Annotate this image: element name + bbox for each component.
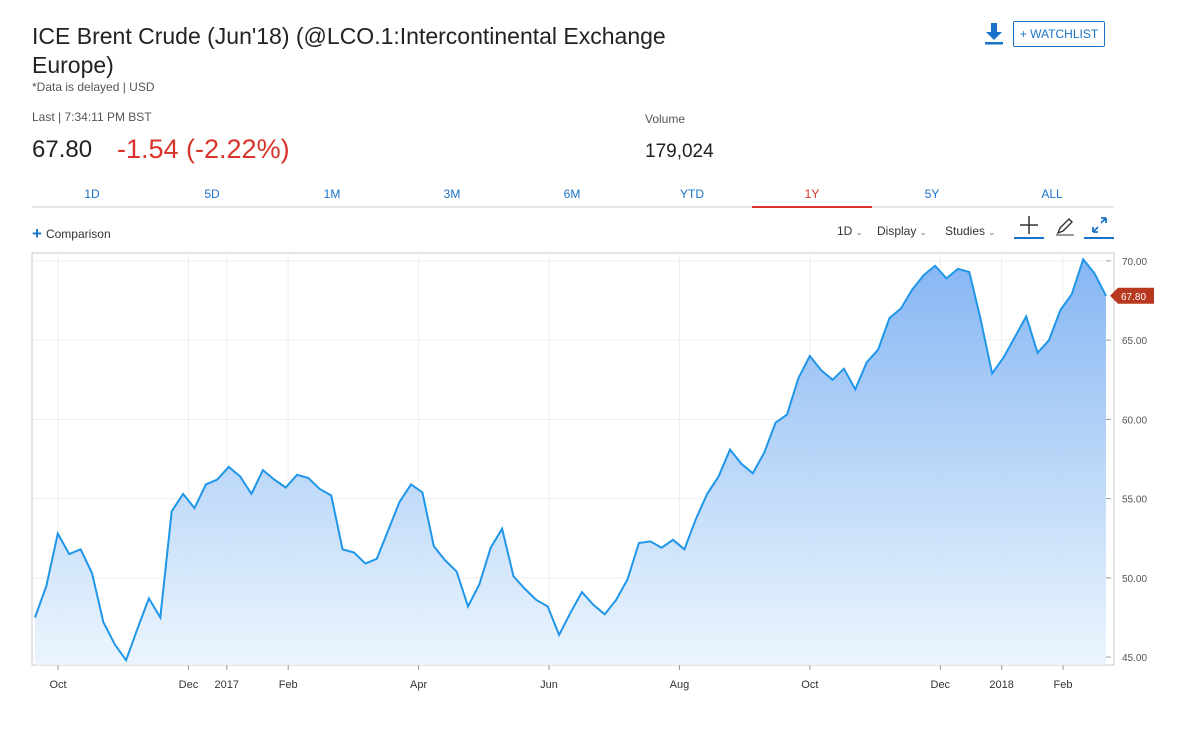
crosshair-icon	[1020, 216, 1038, 234]
tab-1y[interactable]: 1Y	[752, 184, 872, 208]
interval-label: 1D	[837, 224, 853, 238]
y-tick-label: 65.00	[1122, 336, 1147, 347]
chevron-down-icon: ⌄	[988, 227, 996, 237]
comparison-label: Comparison	[45, 227, 111, 241]
tab-3m[interactable]: 3M	[443, 187, 461, 201]
x-tick-label: 2018	[989, 679, 1013, 691]
display-dropdown[interactable]: Display ⌄	[877, 224, 927, 238]
tab-1m[interactable]: 1M	[323, 187, 341, 201]
expand-button[interactable]	[1084, 213, 1114, 239]
plus-icon: +	[32, 224, 42, 243]
y-tick-label: 70.00	[1122, 257, 1147, 268]
tab-all[interactable]: ALL	[1041, 187, 1063, 201]
crosshair-button[interactable]	[1014, 213, 1044, 239]
studies-label: Studies	[945, 224, 986, 238]
x-tick-label: Oct	[801, 679, 818, 691]
x-tick-label: Oct	[49, 679, 66, 691]
y-tick-label: 50.00	[1122, 574, 1147, 585]
volume-value: 179,024	[645, 141, 714, 162]
interval-dropdown[interactable]: 1D ⌄	[837, 224, 863, 238]
chevron-down-icon: ⌄	[919, 227, 927, 237]
price-chart-svg: 70.00 65.00 60.00 55.00 50.00 45.00 Oct Dec 201…	[31, 252, 1154, 691]
volume-label: Volume	[645, 112, 686, 126]
data-delayed-note: *Data is delayed | USD	[32, 80, 155, 94]
download-icon	[985, 23, 1003, 45]
pencil-icon	[1056, 218, 1074, 236]
x-tick-label: Feb	[279, 679, 298, 691]
page-title: ICE Brent Crude (Jun'18) (@LCO.1:Interco…	[32, 23, 666, 78]
price-chart[interactable]: 70.00 65.00 60.00 55.00 50.00 45.00 Oct Dec 201…	[0, 245, 1200, 705]
x-tick-label: Dec	[179, 679, 199, 691]
x-tick-label: 2017	[215, 679, 239, 691]
tab-5d[interactable]: 5D	[204, 187, 220, 201]
chevron-down-icon: ⌄	[855, 227, 863, 237]
expand-icon	[1092, 217, 1107, 233]
watchlist-button[interactable]: + WATCHLIST	[1013, 21, 1105, 47]
y-tick-label: 55.00	[1122, 495, 1147, 506]
comparison-button[interactable]: + Comparison	[32, 224, 111, 244]
x-tick-label: Dec	[931, 679, 951, 691]
y-tick-label: 60.00	[1122, 415, 1147, 426]
price-area	[35, 259, 1106, 665]
last-value-label: 67.80	[1121, 292, 1146, 303]
download-button[interactable]	[983, 22, 1005, 46]
draw-button[interactable]	[1050, 213, 1080, 237]
tab-ytd[interactable]: YTD	[680, 187, 704, 201]
x-tick-label: Feb	[1054, 679, 1073, 691]
studies-dropdown[interactable]: Studies ⌄	[945, 224, 996, 238]
last-price: 67.80	[32, 136, 93, 163]
price-change: -1.54 (-2.22%)	[117, 134, 290, 164]
tab-6m[interactable]: 6M	[563, 187, 581, 201]
tab-5y[interactable]: 5Y	[924, 187, 940, 201]
price-line	[34, 257, 1107, 663]
x-tick-label: Jun	[540, 679, 558, 691]
tab-1d[interactable]: 1D	[84, 187, 100, 201]
last-trade-label: Last | 7:34:11 PM BST	[32, 110, 152, 124]
x-tick-label: Apr	[410, 679, 427, 691]
last-value-marker: 67.80	[1110, 287, 1154, 304]
display-label: Display	[877, 224, 917, 238]
range-tabs: 1D 5D 1M 3M 6M YTD 1Y 5Y ALL	[32, 184, 1114, 208]
y-tick-label: 45.00	[1122, 653, 1147, 664]
x-tick-label: Aug	[670, 679, 690, 691]
